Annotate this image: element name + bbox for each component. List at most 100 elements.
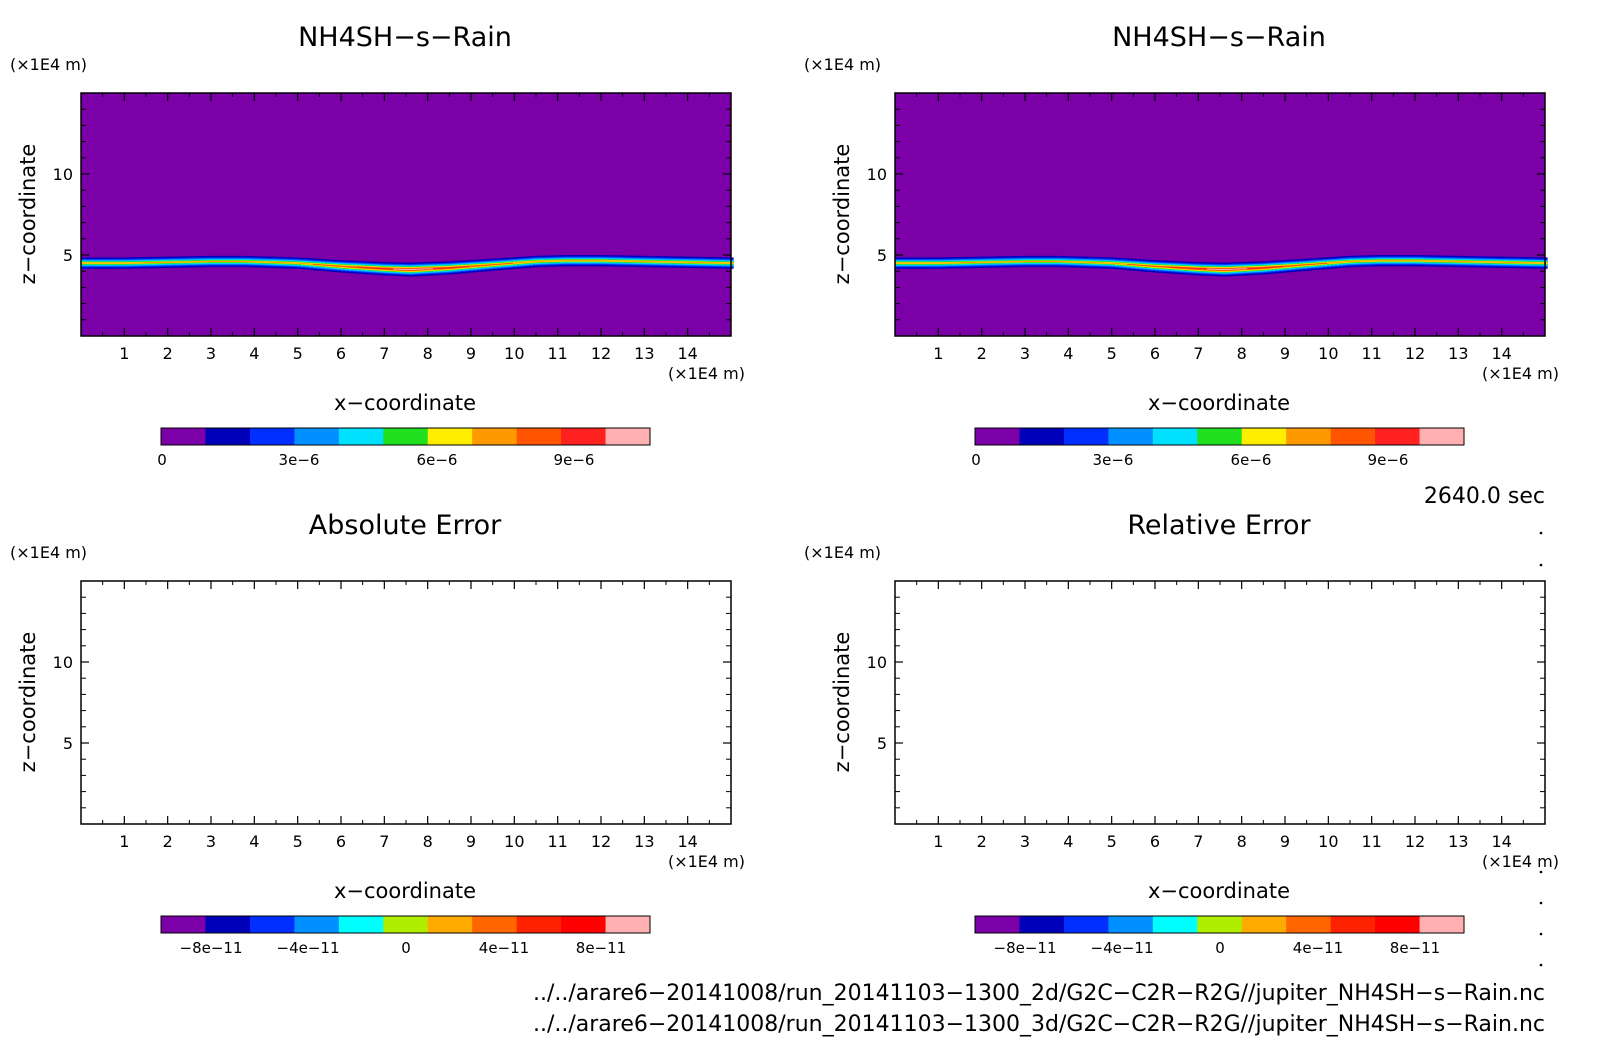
- contour-band: [1495, 261, 1500, 263]
- contour-band: [653, 261, 658, 263]
- contour-band: [533, 261, 538, 263]
- contour-band: [1435, 260, 1440, 262]
- y-tick-label: 5: [63, 246, 73, 265]
- contour-band: [1171, 266, 1176, 268]
- colorbar-label: 0: [157, 451, 167, 469]
- contour-band: [1319, 263, 1324, 265]
- contour-band: [673, 261, 678, 263]
- colorbar-swatch: [1152, 916, 1198, 933]
- contour-band: [117, 262, 122, 264]
- contour-band: [1047, 261, 1052, 262]
- contour-band: [233, 261, 238, 262]
- contour-band: [445, 267, 450, 269]
- y-tick-label: 10: [53, 653, 73, 672]
- contour-band: [541, 260, 546, 262]
- contour-band: [1507, 261, 1512, 263]
- contour-band: [967, 262, 972, 263]
- field-layer: [895, 255, 1548, 277]
- contour-band: [1427, 260, 1432, 262]
- contour-band: [677, 261, 682, 263]
- field-layer: [81, 255, 734, 277]
- contour-band: [341, 265, 346, 267]
- contour-band: [1011, 261, 1016, 263]
- contour-band: [425, 268, 430, 270]
- contour-band: [413, 268, 418, 270]
- contour-band: [1535, 262, 1540, 264]
- contour-band: [995, 261, 1000, 263]
- contour-band: [1123, 263, 1128, 265]
- contour-band: [605, 260, 610, 262]
- contour-band: [971, 262, 976, 263]
- contour-band: [613, 260, 618, 262]
- colorbar-swatch: [472, 428, 518, 445]
- contour-band: [1279, 266, 1284, 268]
- contour-band: [213, 261, 218, 262]
- contour-band: [1451, 260, 1456, 262]
- contour-band: [1415, 260, 1420, 262]
- contour-band: [433, 268, 438, 270]
- colorbar-swatch: [161, 916, 206, 933]
- contour-band: [1179, 267, 1184, 269]
- colorbar: −8e−11 −4e−11 0 4e−11 8e−11: [160, 915, 651, 957]
- contour-band: [713, 262, 718, 264]
- panel-bottom-left: Absolute Error (×1E4 m) 1 2 3 4 5 6 7 8 9 10 11 12 1…: [10, 510, 745, 957]
- colorbar-swatches: [161, 428, 651, 445]
- contour-band: [169, 261, 174, 263]
- x-unit-label: (×1E4 m): [668, 852, 745, 871]
- colorbar-label: 9e−6: [554, 451, 595, 469]
- contour-band: [1079, 261, 1084, 263]
- x-tick-label: 10: [1318, 344, 1338, 363]
- contour-band: [697, 262, 702, 263]
- contour-band: [177, 261, 182, 263]
- panel-top-right: NH4SH−s−Rain (×1E4 m) 1 2 3 4 5 6 7 8 9 10 11 12 13 1…: [804, 22, 1559, 469]
- contour-band: [285, 262, 290, 264]
- contour-band: [919, 262, 924, 264]
- colorbar-swatch: [1286, 916, 1332, 933]
- contour-band: [1023, 261, 1028, 262]
- contour-band: [473, 265, 478, 267]
- contour-band: [449, 267, 454, 269]
- contour-band: [923, 262, 928, 264]
- contour-band: [649, 261, 654, 263]
- contour-band: [1371, 260, 1376, 262]
- contour-band: [365, 267, 370, 269]
- x-tick-label: 8: [423, 832, 433, 851]
- contour-band: [1103, 262, 1108, 264]
- contour-band: [681, 261, 686, 263]
- x-tick-label: 8: [423, 344, 433, 363]
- contour-band: [1091, 262, 1096, 263]
- contour-band: [1399, 260, 1404, 262]
- x-tick-label: 5: [293, 832, 303, 851]
- colorbar-label: −8e−11: [994, 939, 1057, 957]
- x-tick-label: 11: [1361, 344, 1381, 363]
- colorbar-label: 4e−11: [479, 939, 529, 957]
- contour-band: [181, 261, 186, 263]
- contour-band: [173, 261, 178, 263]
- x-tick-label: 3: [1020, 832, 1030, 851]
- colorbar-swatch: [249, 916, 295, 933]
- contour-band: [1487, 261, 1492, 263]
- colorbar-swatch: [427, 428, 473, 445]
- contour-band: [1027, 261, 1032, 262]
- contour-band: [633, 260, 638, 262]
- x-tick-label: 6: [336, 344, 346, 363]
- contour-band: [1339, 261, 1344, 263]
- contour-band: [521, 261, 526, 263]
- contour-band: [129, 262, 134, 264]
- contour-band: [153, 262, 158, 263]
- contour-band: [1375, 260, 1380, 262]
- colorbar-label: 4e−11: [1293, 939, 1343, 957]
- contour-band: [161, 261, 166, 263]
- contour-band: [959, 262, 964, 264]
- contour-band: [1491, 261, 1496, 263]
- contour-band: [1323, 262, 1328, 264]
- contour-band: [1539, 262, 1544, 264]
- contour-band: [585, 260, 590, 262]
- contour-band: [313, 263, 318, 265]
- contour-band: [955, 262, 960, 264]
- contour-band: [1075, 261, 1080, 263]
